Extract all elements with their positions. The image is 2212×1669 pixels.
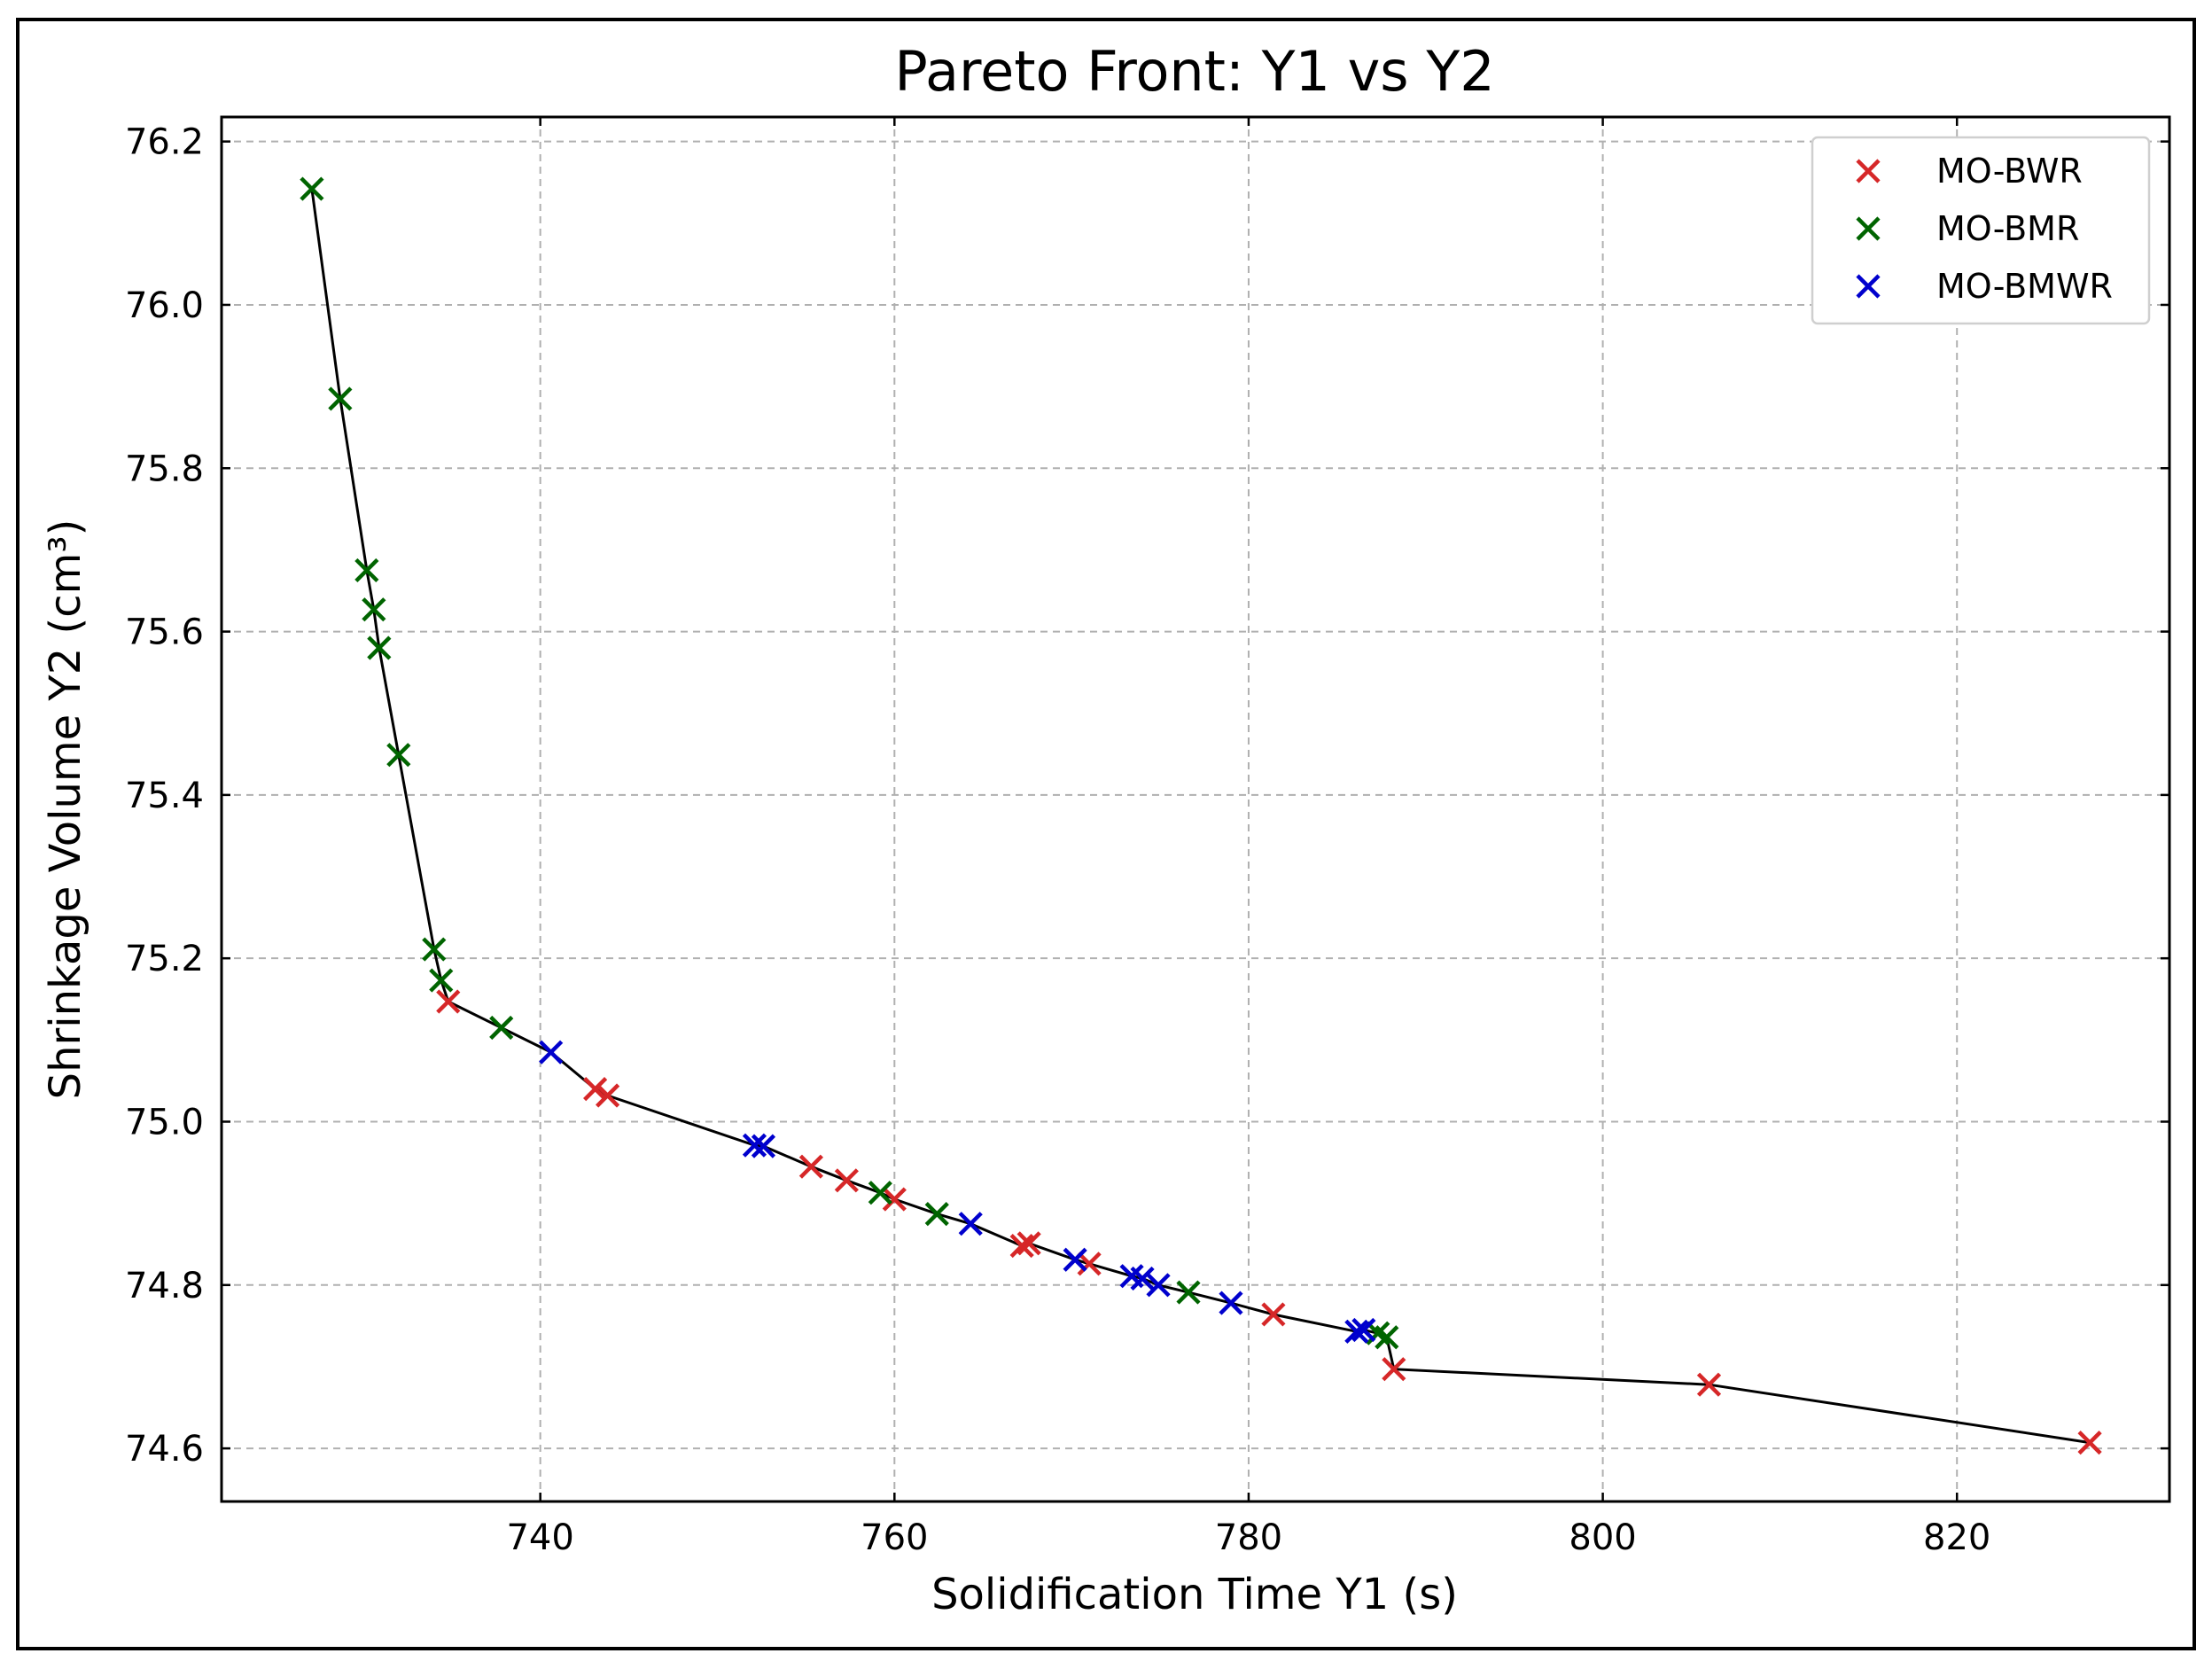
data-point-mo-bmr bbox=[868, 1181, 892, 1205]
data-point-mo-bmwr bbox=[539, 1040, 564, 1065]
data-point-mo-bmr bbox=[354, 558, 379, 583]
y-tick-label: 76.2 bbox=[125, 122, 204, 163]
data-point-mo-bmr bbox=[328, 386, 353, 411]
data-point-mo-bwr bbox=[1016, 1231, 1041, 1256]
data-point-mo-bmr bbox=[429, 968, 454, 993]
data-markers bbox=[300, 176, 2102, 1455]
data-point-mo-bmr bbox=[1375, 1325, 1399, 1350]
pareto-front-line-group bbox=[310, 188, 2091, 1445]
data-point-mo-bwr bbox=[1382, 1357, 1406, 1382]
data-point-mo-bmr bbox=[489, 1015, 514, 1041]
data-point-mo-bmwr bbox=[751, 1134, 776, 1158]
data-point-mo-bmr bbox=[924, 1202, 949, 1227]
data-point-mo-bwr bbox=[798, 1154, 823, 1179]
x-tick-label: 780 bbox=[1215, 1517, 1282, 1558]
y-tick-label: 75.6 bbox=[125, 612, 204, 653]
data-point-mo-bwr bbox=[2077, 1431, 2102, 1455]
y-tick-label: 74.8 bbox=[125, 1266, 204, 1306]
legend-label-mo-bmr: MO-BMR bbox=[1936, 209, 2079, 248]
x-axis-label: Solidification Time Y1 (s) bbox=[931, 1570, 1458, 1619]
data-point-mo-bwr bbox=[1696, 1372, 1722, 1397]
data-point-mo-bwr bbox=[436, 989, 461, 1014]
data-point-mo-bmwr bbox=[1344, 1319, 1369, 1344]
y-tick-label: 76.0 bbox=[125, 285, 204, 326]
data-point-mo-bmwr bbox=[1351, 1317, 1376, 1343]
y-axis-label: Shrinkage Volume Y2 (cm³) bbox=[41, 519, 90, 1100]
data-point-mo-bmwr bbox=[1063, 1247, 1087, 1272]
data-point-mo-bmwr bbox=[742, 1133, 767, 1158]
pareto-front-line bbox=[310, 188, 2091, 1445]
x-tick-label: 740 bbox=[506, 1517, 573, 1558]
legend: MO-BWR MO-BMR MO-BMWR bbox=[1811, 136, 2151, 325]
y-tick-label: 75.8 bbox=[125, 448, 204, 489]
data-point-mo-bmr bbox=[300, 176, 324, 201]
data-point-mo-bmwr bbox=[1219, 1291, 1243, 1315]
data-point-mo-bmr bbox=[362, 597, 386, 622]
data-point-mo-bwr bbox=[882, 1187, 907, 1212]
data-point-mo-bwr bbox=[1077, 1252, 1102, 1276]
data-point-mo-bmr bbox=[422, 937, 447, 962]
chart-title: Pareto Front: Y1 vs Y2 bbox=[894, 39, 1494, 104]
data-point-mo-bwr bbox=[1009, 1233, 1034, 1259]
axis-ticks: 740 760 780 800 820 74.6 74.8 75.0 75.2 75.4 75.6 7… bbox=[125, 117, 2169, 1558]
x-tick-label: 760 bbox=[861, 1517, 928, 1558]
legend-label-mo-bmwr: MO-BMWR bbox=[1936, 267, 2113, 306]
y-tick-label: 74.6 bbox=[125, 1429, 204, 1470]
data-point-mo-bwr bbox=[834, 1168, 859, 1193]
data-point-mo-bmr bbox=[1176, 1280, 1201, 1305]
data-point-mo-bwr bbox=[1261, 1302, 1286, 1327]
x-tick-label: 800 bbox=[1569, 1517, 1636, 1558]
data-point-mo-bmwr bbox=[1130, 1266, 1155, 1291]
data-point-mo-bmr bbox=[386, 743, 411, 768]
plot-area bbox=[220, 115, 2171, 1503]
y-tick-label: 75.0 bbox=[125, 1102, 204, 1143]
x-tick-label: 820 bbox=[1923, 1517, 1990, 1558]
y-tick-label: 75.2 bbox=[125, 939, 204, 979]
data-point-mo-bwr bbox=[596, 1083, 620, 1108]
y-tick-label: 75.4 bbox=[125, 776, 204, 816]
legend-label-mo-bwr: MO-BWR bbox=[1936, 152, 2083, 191]
figure-border bbox=[16, 18, 2196, 1650]
legend-marker-mo-bmr bbox=[1856, 216, 1881, 241]
legend-marker-mo-bwr bbox=[1856, 159, 1881, 183]
data-point-mo-bmr bbox=[367, 636, 392, 660]
legend-marker-mo-bmwr bbox=[1856, 274, 1881, 299]
legend-box bbox=[1811, 136, 2151, 325]
data-point-mo-bmwr bbox=[958, 1212, 983, 1236]
data-point-mo-bwr bbox=[583, 1077, 608, 1102]
data-point-mo-bmwr bbox=[1146, 1273, 1171, 1298]
